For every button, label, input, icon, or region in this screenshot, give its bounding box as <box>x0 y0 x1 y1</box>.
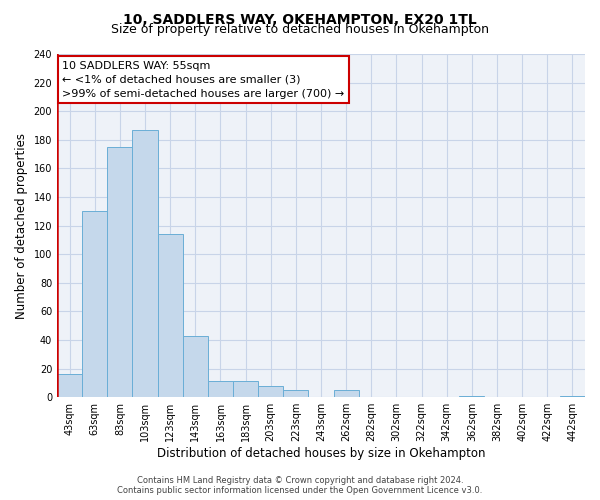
Bar <box>283 390 308 397</box>
Bar <box>133 130 158 397</box>
Bar <box>107 147 133 397</box>
Text: Contains HM Land Registry data © Crown copyright and database right 2024.
Contai: Contains HM Land Registry data © Crown c… <box>118 476 482 495</box>
Text: Size of property relative to detached houses in Okehampton: Size of property relative to detached ho… <box>111 22 489 36</box>
Bar <box>233 382 258 397</box>
Y-axis label: Number of detached properties: Number of detached properties <box>15 132 28 318</box>
Bar <box>183 336 208 397</box>
Bar <box>82 212 107 397</box>
Bar <box>334 390 359 397</box>
Text: 10, SADDLERS WAY, OKEHAMPTON, EX20 1TL: 10, SADDLERS WAY, OKEHAMPTON, EX20 1TL <box>123 12 477 26</box>
Bar <box>258 386 283 397</box>
Bar <box>57 374 82 397</box>
Bar <box>208 382 233 397</box>
Text: 10 SADDLERS WAY: 55sqm
← <1% of detached houses are smaller (3)
>99% of semi-det: 10 SADDLERS WAY: 55sqm ← <1% of detached… <box>62 61 344 99</box>
X-axis label: Distribution of detached houses by size in Okehampton: Distribution of detached houses by size … <box>157 447 485 460</box>
Bar <box>560 396 585 397</box>
Bar <box>459 396 484 397</box>
Bar <box>158 234 183 397</box>
